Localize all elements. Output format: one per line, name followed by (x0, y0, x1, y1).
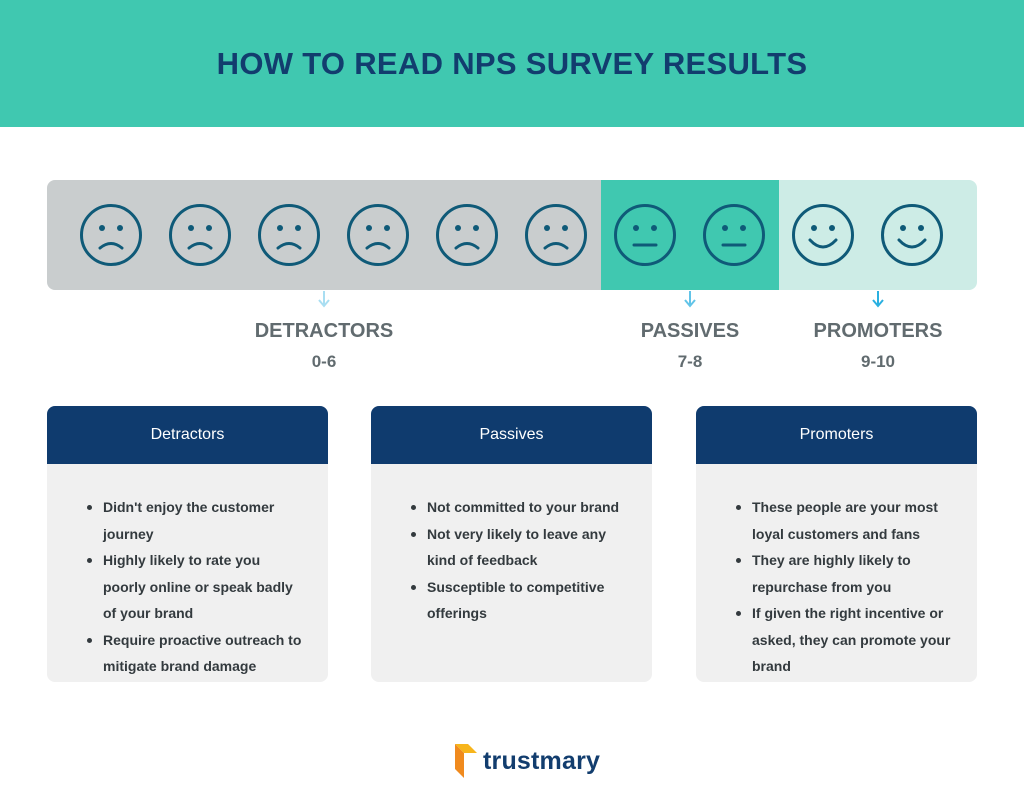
sad-face-icon (80, 204, 142, 266)
detractors-card: Detractors Didn't enjoy the customer jou… (47, 406, 328, 682)
trustmary-logo: trustmary (455, 743, 600, 779)
detractors-range: 0-6 (311, 352, 337, 371)
promoters-card-body: These people are your most loyal custome… (696, 464, 977, 680)
sad-face-icon (347, 204, 409, 266)
list-item: If given the right incentive or asked, t… (736, 600, 955, 680)
passives-segment (601, 180, 779, 290)
promoters-arrow-icon (872, 291, 884, 308)
detractors-label: DETRACTORS (254, 320, 394, 342)
promoters-segment (779, 180, 977, 290)
brand-name: trustmary (483, 746, 601, 775)
list-item: Susceptible to competitive offerings (411, 574, 630, 627)
passives-card: Passives Not committed to your brand Not… (371, 406, 652, 682)
list-item: Not committed to your brand (411, 494, 630, 521)
promoters-card: Promoters These people are your most loy… (696, 406, 977, 682)
page-title: HOW TO READ NPS SURVEY RESULTS (216, 45, 808, 81)
list-item: These people are your most loyal custome… (736, 494, 955, 547)
detractors-card-title: Detractors (47, 406, 328, 464)
sad-face-icon (258, 204, 320, 266)
list-item: Not very likely to leave any kind of fee… (411, 521, 630, 574)
trustmary-logo-icon (455, 744, 477, 778)
header-banner: HOW TO READ NPS SURVEY RESULTS (0, 0, 1024, 127)
passives-arrow-icon (684, 291, 696, 308)
sad-face-icon (436, 204, 498, 266)
neutral-face-icon (703, 204, 765, 266)
sad-face-icon (525, 204, 587, 266)
list-item: Didn't enjoy the customer journey (87, 494, 306, 547)
happy-face-icon (792, 204, 854, 266)
happy-face-icon (881, 204, 943, 266)
promoters-card-title: Promoters (696, 406, 977, 464)
passives-card-title: Passives (371, 406, 652, 464)
passives-label: PASSIVES (640, 320, 740, 342)
sad-face-icon (169, 204, 231, 266)
passives-range: 7-8 (677, 352, 703, 371)
neutral-face-icon (614, 204, 676, 266)
list-item: Highly likely to rate you poorly online … (87, 547, 306, 627)
detractors-arrow-icon (318, 291, 330, 308)
nps-scale-bar (47, 180, 977, 290)
promoters-label: PROMOTERS (813, 320, 943, 342)
promoters-range: 9-10 (860, 352, 896, 371)
list-item: They are highly likely to repurchase fro… (736, 547, 955, 600)
list-item: Require proactive outreach to mitigate b… (87, 627, 306, 680)
passives-card-body: Not committed to your brand Not very lik… (371, 464, 652, 627)
detractors-card-body: Didn't enjoy the customer journey Highly… (47, 464, 328, 680)
